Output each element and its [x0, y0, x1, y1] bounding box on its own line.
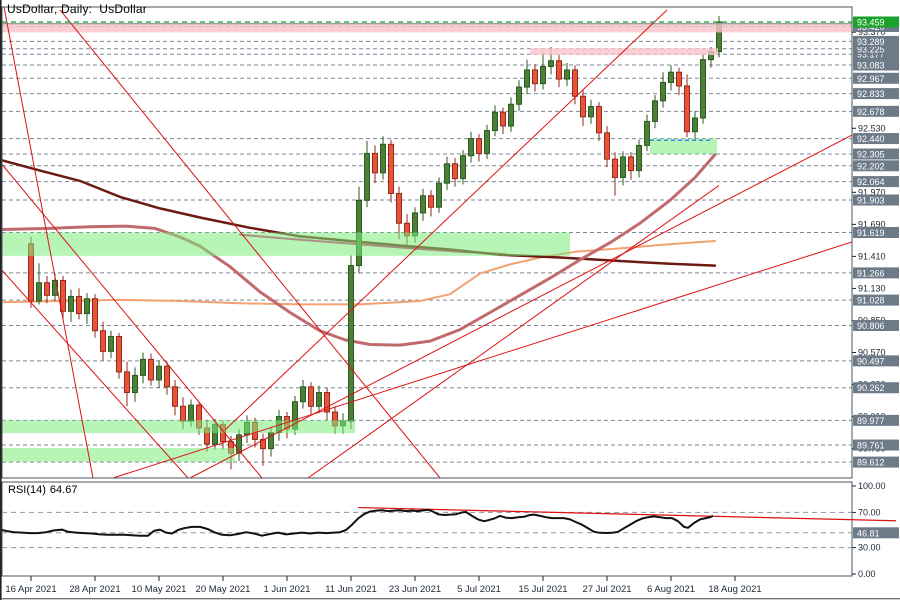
svg-text:6 Aug 2021: 6 Aug 2021 [647, 584, 695, 595]
svg-text:90.806: 90.806 [857, 321, 885, 331]
price-level-badge [853, 72, 899, 84]
svg-text:92.064: 92.064 [857, 177, 885, 187]
svg-text:91.130: 91.130 [858, 283, 886, 293]
svg-text:89.761: 89.761 [857, 441, 885, 451]
price-level-badge [853, 319, 899, 331]
ma-salmon [2, 240, 716, 306]
price-level-badge [853, 133, 899, 145]
ma-rose [2, 153, 717, 347]
svg-text:91.410: 91.410 [858, 251, 886, 261]
price-level-badge [853, 382, 899, 394]
svg-text:92.305: 92.305 [857, 150, 885, 160]
price-level-badge [853, 194, 899, 206]
price-level-badge [853, 294, 899, 306]
svg-text:18 Aug 2021: 18 Aug 2021 [708, 584, 761, 595]
asc-mid [307, 185, 720, 478]
rsi-trend-line [357, 506, 897, 522]
svg-text:90.570: 90.570 [858, 347, 886, 357]
asc-shallow [112, 241, 852, 478]
current-price-badge [853, 16, 899, 28]
svg-text:91.690: 91.690 [858, 219, 886, 229]
svg-text:16 Apr 2021: 16 Apr 2021 [5, 584, 56, 595]
rsi-title: RSI(14) 64.67 [8, 484, 81, 496]
svg-text:91.619: 91.619 [857, 228, 885, 238]
price-level-badge [853, 456, 899, 468]
price-level-badge [853, 355, 899, 367]
support-89.97 [2, 420, 355, 434]
price-level-badge [853, 160, 899, 172]
svg-text:0.00: 0.00 [858, 569, 876, 579]
rsi-current-value: 64.67 [49, 484, 78, 496]
price-level-badge [853, 59, 899, 71]
svg-text:91.266: 91.266 [857, 268, 885, 278]
svg-text:93.225: 93.225 [857, 44, 885, 54]
supply-demand-zones [2, 22, 852, 462]
rsi-indicator-name: RSI(14) [8, 484, 46, 496]
svg-text:92.833: 92.833 [857, 89, 885, 99]
svg-text:20 May 2021: 20 May 2021 [196, 584, 251, 595]
svg-text:46.81: 46.81 [857, 528, 880, 538]
price-level-badge [853, 226, 899, 238]
price-level-badge [853, 43, 899, 55]
svg-text:93.289: 93.289 [857, 37, 885, 47]
svg-text:93.370: 93.370 [858, 27, 886, 37]
svg-text:92.530: 92.530 [858, 123, 886, 133]
asc-steep [224, 9, 668, 431]
svg-text:30.00: 30.00 [858, 543, 881, 553]
desc-long [59, 9, 441, 478]
svg-text:15 Jul 2021: 15 Jul 2021 [518, 584, 567, 595]
svg-text:92.440: 92.440 [857, 134, 885, 144]
rsi-line [2, 508, 714, 537]
zone-91.6 [2, 232, 570, 256]
svg-text:89.977: 89.977 [857, 416, 885, 426]
svg-text:89.612: 89.612 [857, 458, 885, 468]
price-level-badge [853, 439, 899, 451]
price-level-badge [853, 176, 899, 188]
svg-text:90.262: 90.262 [857, 383, 885, 393]
svg-text:91.970: 91.970 [858, 187, 886, 197]
desc-inner [2, 269, 189, 478]
svg-text:10 May 2021: 10 May 2021 [132, 584, 187, 595]
desc-steep-left [3, 7, 94, 478]
price-axis[interactable]: 93.370 92.530 91.970 91.690 91.410 91.130 90.8… [852, 16, 899, 468]
price-level-badge [853, 267, 899, 279]
svg-text:5 Jul 2021: 5 Jul 2021 [457, 584, 501, 595]
trend-lines [2, 7, 852, 478]
svg-text:27 Jul 2021: 27 Jul 2021 [582, 584, 631, 595]
svg-text:11 Jun 2021: 11 Jun 2021 [325, 584, 377, 595]
svg-text:28 Apr 2021: 28 Apr 2021 [69, 584, 120, 595]
svg-text:100.00: 100.00 [858, 481, 886, 491]
support-92.4 [650, 138, 717, 155]
price-level-badge [853, 105, 899, 117]
svg-text:93.083: 93.083 [857, 61, 885, 71]
svg-text:91.028: 91.028 [857, 296, 885, 306]
desc-left-channel [2, 163, 263, 478]
svg-text:93.459: 93.459 [857, 17, 885, 27]
svg-text:91.903: 91.903 [857, 195, 885, 205]
svg-text:92.967: 92.967 [857, 74, 885, 84]
support-89.7 [2, 448, 235, 462]
price-level-badge [853, 35, 899, 47]
price-level-badge [853, 148, 899, 160]
resistance-top [2, 23, 852, 33]
svg-text:90.497: 90.497 [857, 356, 885, 366]
svg-text:92.202: 92.202 [857, 161, 885, 171]
svg-text:1 Jun 2021: 1 Jun 2021 [263, 584, 310, 595]
svg-text:23 Jun 2021: 23 Jun 2021 [389, 584, 441, 595]
chart-title: UsDollar, Daily: UsDollar [7, 2, 147, 16]
resistance-93.2 [530, 48, 718, 56]
asc-upper [189, 134, 852, 478]
time-axis[interactable]: 16 Apr 2021 28 Apr 2021 10 May 2021 20 May … [5, 576, 762, 595]
svg-text:93.177: 93.177 [857, 50, 885, 60]
svg-text:70.00: 70.00 [858, 507, 881, 517]
price-marker-lines [2, 21, 852, 141]
price-level-badge [853, 88, 899, 100]
svg-text:92.678: 92.678 [857, 107, 885, 117]
rsi-pane: 100.00 70.00 46.81 30.00 0.00 [2, 481, 899, 579]
price-level-badge [853, 414, 899, 426]
